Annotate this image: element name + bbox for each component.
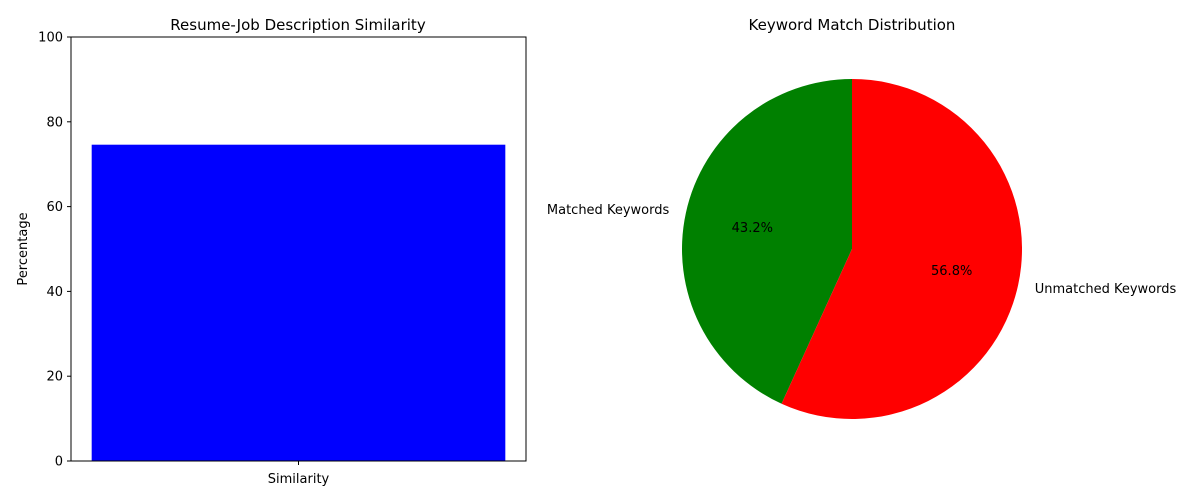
pie-slices [681,79,1022,419]
pie-slice-unmatched-keywords [781,79,1022,419]
bar-x-tick-label: Similarity [268,472,330,487]
bar-y-tick-label: 20 [46,370,63,385]
bar-y-ticks: 0 20 40 60 80 100 [38,31,71,470]
bar-y-tick-label: 40 [46,285,63,300]
bar-marks [91,144,506,462]
pie-pct-label-unmatched-keywords: 56.8% [931,264,972,279]
bar-y-axis-label: Percentage [16,212,31,285]
pie-label-unmatched-keywords: Unmatched Keywords [1035,282,1177,297]
bar-chart: Resume-Job Description Similarity 0 20 40 6… [16,16,527,487]
bar-similarity [91,144,506,462]
pie-chart-title: Keyword Match Distribution [749,16,956,34]
pie-slice-matched-keywords [681,79,852,404]
bar-y-tick-label: 80 [46,115,63,130]
bar-y-tick-label: 0 [55,455,63,470]
pie-label-matched-keywords: Matched Keywords [547,203,670,218]
pie-pct-label-matched-keywords: 43.2% [732,221,773,236]
bar-y-tick-label: 60 [46,200,63,215]
pie-chart: Keyword Match Distribution Matched Keywo… [547,16,1177,419]
bar-y-tick-label: 100 [38,31,63,46]
pie-labels: Matched Keywords 43.2% Unmatched Keywords 5… [547,203,1177,297]
bar-chart-title: Resume-Job Description Similarity [170,16,426,34]
bar-x-ticks: Similarity [268,461,330,487]
